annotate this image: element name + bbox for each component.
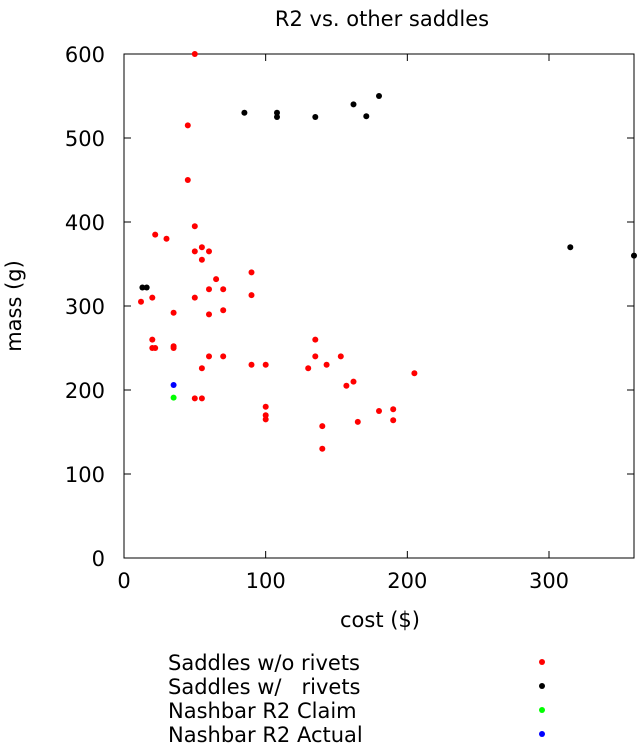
plot-area <box>123 53 635 559</box>
data-point-series-0 <box>149 294 156 301</box>
data-point-series-1 <box>350 101 357 108</box>
legend-marker <box>539 707 545 713</box>
data-point-series-0 <box>138 298 144 305</box>
data-point-series-0 <box>390 406 397 413</box>
data-points <box>138 51 637 452</box>
data-point-series-0 <box>206 353 212 360</box>
data-point-series-0 <box>354 418 361 425</box>
y-tick-label: 100 <box>65 463 105 487</box>
data-point-series-2 <box>170 394 177 401</box>
data-point-series-0 <box>312 336 319 343</box>
data-point-series-0 <box>198 256 205 263</box>
data-point-series-1 <box>139 284 146 291</box>
data-point-series-0 <box>163 235 170 242</box>
data-point-series-1 <box>274 114 280 120</box>
data-point-series-3 <box>170 382 177 388</box>
legend-marker <box>539 731 545 737</box>
x-axis-label: cost ($) <box>340 608 420 632</box>
data-point-series-0 <box>262 361 269 368</box>
data-point-series-0 <box>262 403 269 410</box>
data-point-series-0 <box>248 361 255 368</box>
data-point-series-1 <box>567 244 574 251</box>
data-point-series-0 <box>198 395 205 402</box>
data-point-series-0 <box>343 382 350 389</box>
data-point-series-0 <box>376 408 382 414</box>
data-point-series-1 <box>363 113 370 120</box>
data-point-series-0 <box>248 269 255 276</box>
data-point-series-0 <box>213 276 220 283</box>
data-point-series-0 <box>198 365 205 372</box>
data-point-series-0 <box>191 248 198 255</box>
y-tick-label: 0 <box>92 547 105 571</box>
data-point-series-1 <box>312 114 319 120</box>
data-point-series-0 <box>170 345 177 351</box>
legend-label: Nashbar R2 Claim <box>168 699 357 723</box>
legend-label: Saddles w/ rivets <box>168 675 361 699</box>
data-point-series-0 <box>262 416 269 423</box>
data-point-series-0 <box>220 307 227 314</box>
data-point-series-0 <box>206 311 212 318</box>
x-tick-label: 100 <box>246 569 286 593</box>
x-axis: 0 100 200 300 <box>117 54 569 593</box>
x-tick-label: 300 <box>529 569 569 593</box>
data-point-series-0 <box>191 395 198 402</box>
data-point-series-0 <box>337 353 344 360</box>
data-point-series-0 <box>191 223 198 230</box>
legend-marker <box>539 683 545 689</box>
data-point-series-0 <box>312 353 319 360</box>
data-point-series-0 <box>191 294 198 301</box>
data-point-series-0 <box>170 309 177 316</box>
data-point-series-1 <box>274 109 280 116</box>
y-tick-label: 500 <box>65 127 105 151</box>
data-point-series-0 <box>220 353 227 360</box>
data-point-series-0 <box>390 417 397 424</box>
data-point-series-0 <box>262 412 269 419</box>
y-axis-label: mass (g) <box>2 260 26 352</box>
y-tick-label: 400 <box>65 211 105 235</box>
x-tick-label: 0 <box>117 569 130 593</box>
data-point-series-0 <box>198 244 205 251</box>
y-axis: 0 100 200 300 400 500 600 <box>65 43 634 571</box>
data-point-series-0 <box>184 122 191 129</box>
chart-title: R2 vs. other saddles <box>275 7 489 31</box>
data-point-series-0 <box>191 51 198 57</box>
legend-marker <box>539 659 545 665</box>
data-point-series-0 <box>319 423 326 430</box>
data-point-series-0 <box>305 365 312 372</box>
legend-label: Nashbar R2 Actual <box>168 723 363 745</box>
data-point-series-0 <box>411 370 418 377</box>
data-point-series-1 <box>631 252 637 259</box>
data-point-series-0 <box>220 286 227 293</box>
data-point-series-0 <box>248 292 255 299</box>
data-point-series-1 <box>143 284 150 291</box>
data-point-series-0 <box>350 378 357 385</box>
data-point-series-0 <box>184 177 191 183</box>
data-point-series-0 <box>206 248 212 255</box>
y-tick-label: 300 <box>65 295 105 319</box>
data-point-series-1 <box>241 109 248 116</box>
data-point-series-0 <box>319 445 326 452</box>
data-point-series-1 <box>376 93 382 99</box>
x-tick-label: 200 <box>387 569 427 593</box>
data-point-series-0 <box>152 231 159 238</box>
y-tick-label: 600 <box>65 43 105 67</box>
y-tick-label: 200 <box>65 379 105 403</box>
data-point-series-0 <box>152 345 159 351</box>
data-point-series-0 <box>206 286 212 293</box>
legend-label: Saddles w/o rivets <box>168 651 360 675</box>
data-point-series-0 <box>149 336 156 343</box>
data-point-series-0 <box>323 361 330 368</box>
